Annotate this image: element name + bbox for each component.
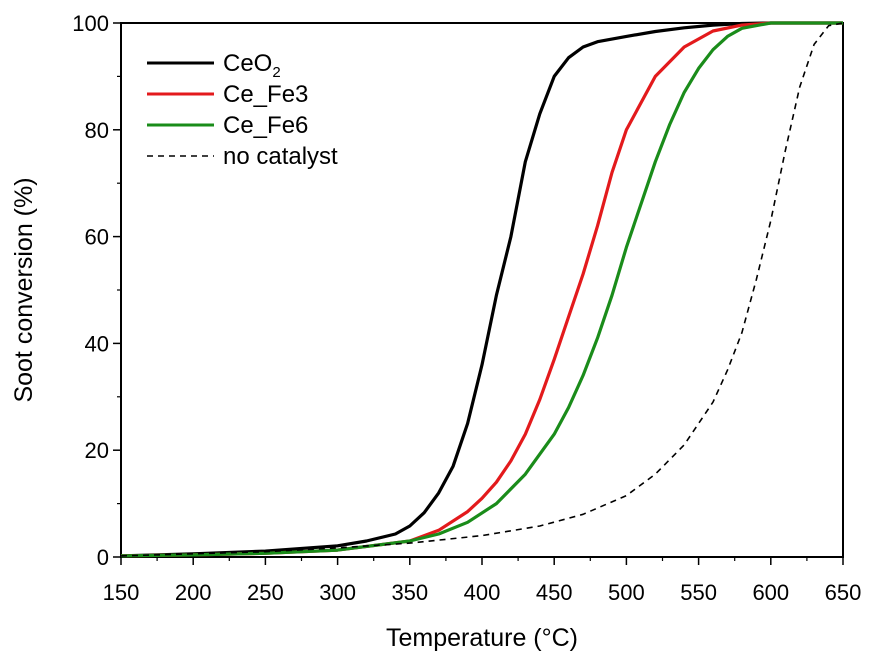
x-tick-label: 550 xyxy=(680,580,717,605)
x-tick-label: 600 xyxy=(752,580,789,605)
y-tick-label: 40 xyxy=(85,331,109,356)
x-tick-label: 250 xyxy=(247,580,284,605)
legend-label: Ce_Fe3 xyxy=(223,81,308,108)
x-tick-label: 650 xyxy=(825,580,862,605)
legend-label: Ce_Fe6 xyxy=(223,112,308,139)
series-line-0 xyxy=(120,21,843,558)
series-line-3 xyxy=(120,22,844,557)
axes-layer: 150 200 250 300 350 400 450 500 550 600 650 0 20 40 60… xyxy=(72,11,861,605)
series-line-2 xyxy=(120,21,843,558)
series-layer xyxy=(120,21,844,558)
x-tick-label: 500 xyxy=(608,580,645,605)
x-tick-label: 450 xyxy=(536,580,573,605)
x-tick-label: 400 xyxy=(464,580,501,605)
y-tick-label: 100 xyxy=(72,11,109,36)
x-tick-label: 350 xyxy=(391,580,428,605)
y-tick-label: 20 xyxy=(85,438,109,463)
x-axis-title: Temperature (°C) xyxy=(386,624,578,652)
x-tick-label: 300 xyxy=(319,580,356,605)
x-tick-label: 200 xyxy=(175,580,212,605)
y-tick-label: 80 xyxy=(85,118,109,143)
y-tick-label: 60 xyxy=(85,225,109,250)
x-tick-label: 150 xyxy=(103,580,140,605)
y-tick-label: 0 xyxy=(97,545,109,570)
legend-label: CeO2 xyxy=(223,50,281,81)
legend-label-subscript: 2 xyxy=(272,64,280,81)
legend-label: no catalyst xyxy=(223,143,338,170)
y-axis-title: Soot conversion (%) xyxy=(10,177,38,402)
